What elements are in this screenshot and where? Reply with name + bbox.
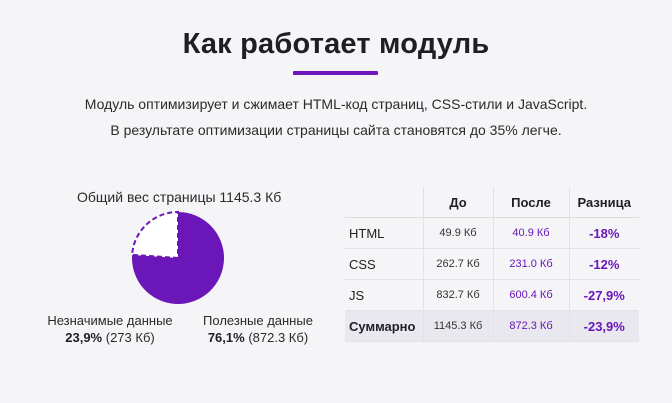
column-header-before: До bbox=[423, 187, 494, 218]
legend-unused-pct: 23,9% bbox=[65, 330, 103, 345]
column-header-diff: Разница bbox=[569, 187, 639, 218]
pie-slice-unused bbox=[131, 210, 179, 260]
row-name: CSS bbox=[345, 248, 424, 280]
row-after: 231.0 Кб bbox=[493, 248, 570, 280]
table-header-row: До После Разница bbox=[345, 187, 639, 218]
table-row: JS 832.7 Кб 600.4 Кб -27,9% bbox=[345, 279, 639, 311]
legend-unused-label: Незначимые данные bbox=[47, 313, 173, 328]
row-after: 872.3 Кб bbox=[493, 310, 570, 342]
legend-useful-pct: 76,1% bbox=[207, 330, 245, 345]
legend-unused-size: (273 Кб) bbox=[105, 330, 155, 345]
legend-unused: Незначимые данные 23,9% (273 Кб) bbox=[30, 312, 190, 346]
row-name: HTML bbox=[345, 217, 424, 249]
comparison-table: До После Разница HTML 49.9 Кб 40.9 Кб -1… bbox=[345, 187, 639, 342]
legend-useful-label: Полезные данные bbox=[203, 313, 313, 328]
row-before: 832.7 Кб bbox=[423, 279, 494, 311]
table-row-total: Суммарно 1145.3 Кб 872.3 Кб -23,9% bbox=[345, 310, 639, 342]
table-row: HTML 49.9 Кб 40.9 Кб -18% bbox=[345, 217, 639, 249]
description-line-1: Модуль оптимизирует и сжимает HTML-код с… bbox=[84, 96, 588, 112]
row-diff: -12% bbox=[569, 248, 639, 280]
row-name: JS bbox=[345, 279, 424, 311]
legend-useful: Полезные данные 76,1% (872.3 Кб) bbox=[180, 312, 336, 346]
page-title: Как работает модуль bbox=[182, 28, 490, 60]
row-name: Суммарно bbox=[345, 310, 424, 342]
legend-useful-size: (872.3 Кб) bbox=[248, 330, 309, 345]
row-before: 49.9 Кб bbox=[423, 217, 494, 249]
row-diff: -23,9% bbox=[569, 310, 639, 342]
row-diff: -18% bbox=[569, 217, 639, 249]
weight-pie-chart bbox=[130, 210, 226, 306]
row-before: 262.7 Кб bbox=[423, 248, 494, 280]
title-underline bbox=[293, 71, 378, 75]
row-after: 600.4 Кб bbox=[493, 279, 570, 311]
description-line-2: В результате оптимизации страницы сайта … bbox=[110, 122, 562, 138]
row-after: 40.9 Кб bbox=[493, 217, 570, 249]
column-header-blank bbox=[345, 187, 424, 218]
column-header-after: После bbox=[493, 187, 570, 218]
table-row: CSS 262.7 Кб 231.0 Кб -12% bbox=[345, 248, 639, 280]
row-before: 1145.3 Кб bbox=[423, 310, 494, 342]
pie-caption: Общий вес страницы 1145.3 Кб bbox=[77, 189, 282, 205]
row-diff: -27,9% bbox=[569, 279, 639, 311]
